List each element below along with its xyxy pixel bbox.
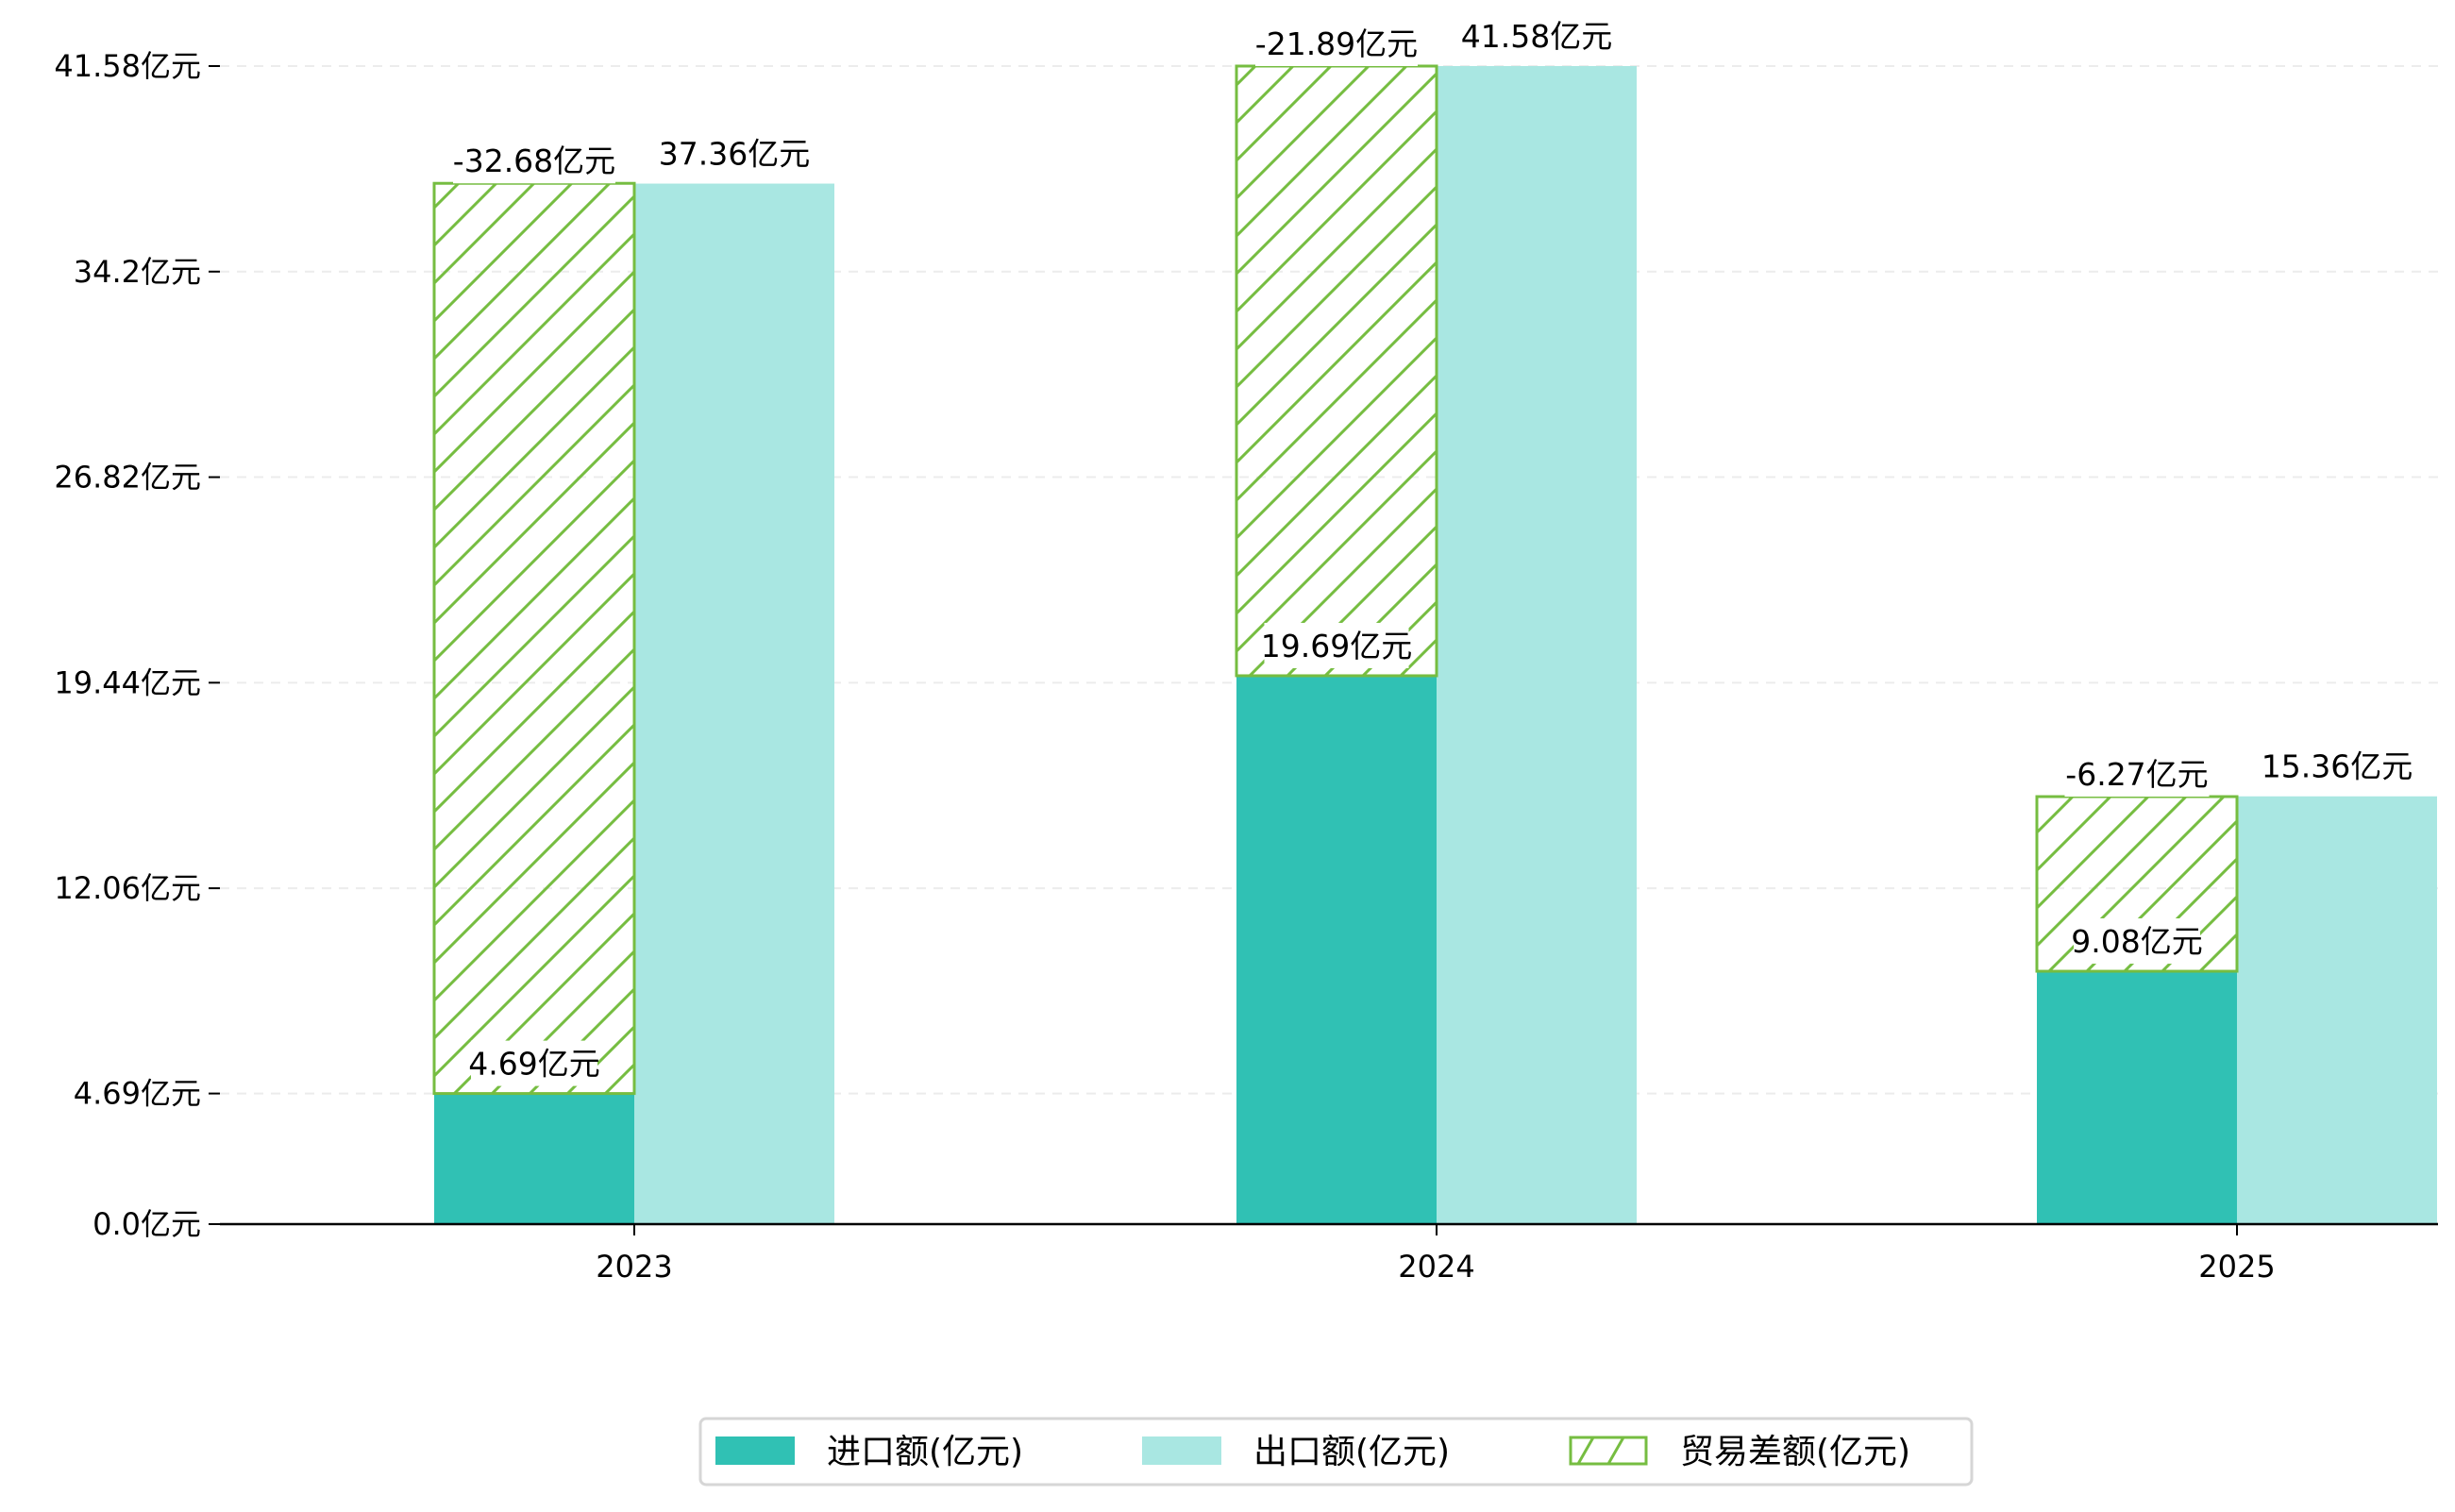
import-bar: [1236, 675, 1437, 1224]
export-label-bg: [662, 130, 807, 176]
y-tick-label: 12.06亿元: [54, 870, 201, 906]
legend-swatch: [715, 1436, 795, 1465]
import-label-bg: [2074, 918, 2200, 965]
y-tick-label: 41.58亿元: [54, 48, 201, 84]
trade-balance-label: -21.89亿元: [1255, 25, 1418, 62]
trade-balance-bar: [1235, 64, 1438, 678]
trade-balance-label-bg: [1255, 21, 1418, 66]
y-tick-label: 4.69亿元: [74, 1076, 201, 1112]
export-label: 41.58亿元: [1461, 18, 1612, 55]
legend-swatch: [1569, 1436, 1648, 1466]
y-tick-label: 19.44亿元: [54, 664, 201, 700]
import-label: 19.69亿元: [1261, 628, 1412, 664]
legend-label: 贸易差额(亿元): [1680, 1433, 1910, 1471]
y-tick-label: 26.82亿元: [54, 460, 201, 496]
export-bar: [1437, 66, 1637, 1224]
y-tick-label: 34.2亿元: [74, 254, 201, 290]
export-label: 15.36亿元: [2262, 748, 2413, 785]
trade-balance-label: -32.68亿元: [453, 143, 615, 179]
trade-balance-label-bg: [453, 138, 615, 184]
x-tick-label: 2025: [2198, 1249, 2275, 1285]
y-tick-label: 0.0亿元: [92, 1206, 201, 1242]
x-tick-label: 2024: [1398, 1249, 1474, 1285]
trade-balance-label: -6.27亿元: [2065, 756, 2208, 793]
legend-box: [698, 1417, 1974, 1487]
import-label: 4.69亿元: [468, 1046, 599, 1083]
export-bar: [2237, 796, 2437, 1224]
export-label-bg: [1464, 13, 1609, 59]
import-bar: [434, 1093, 634, 1224]
import-label-bg: [471, 1040, 597, 1086]
trade-balance-label-bg: [2064, 751, 2210, 798]
legend-swatch: [1142, 1436, 1221, 1465]
legend-label: 进口额(亿元): [827, 1433, 1023, 1471]
x-tick-label: 2023: [596, 1249, 672, 1285]
export-label: 37.36亿元: [659, 136, 810, 173]
legend-hatch: [1576, 1436, 1625, 1465]
export-label-bg: [2264, 743, 2410, 789]
import-label: 9.08亿元: [2071, 923, 2202, 960]
export-bar: [634, 183, 834, 1225]
legend-label: 出口额(亿元): [1253, 1433, 1450, 1471]
trade-balance-bar: [432, 181, 636, 1096]
import-label-bg: [1264, 622, 1409, 668]
import-bar: [2037, 971, 2237, 1224]
